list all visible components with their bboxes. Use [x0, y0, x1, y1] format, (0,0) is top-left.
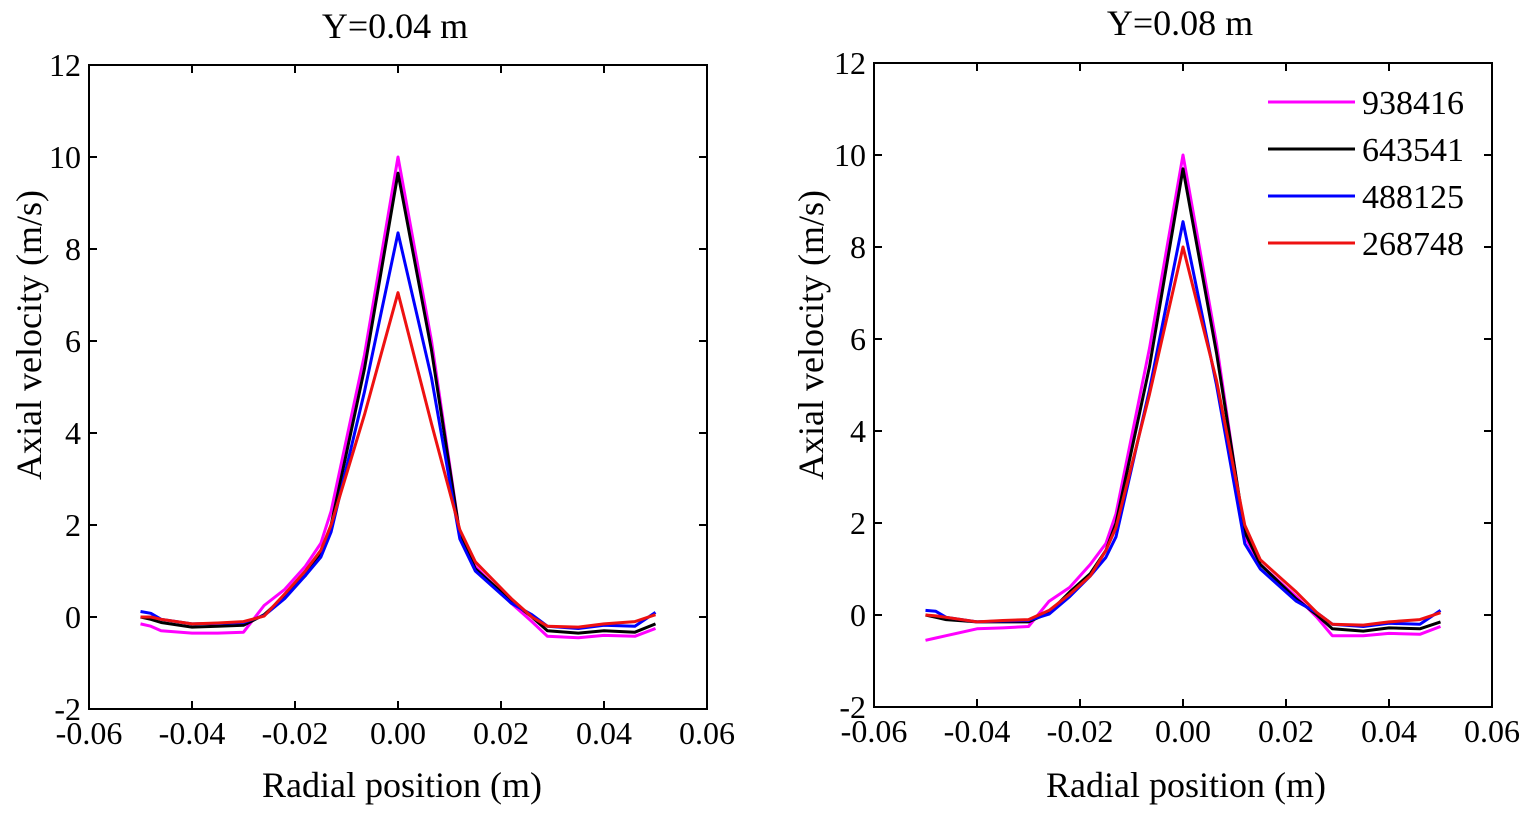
series-line-938416 [140, 155, 657, 640]
series-line-488125 [925, 220, 1442, 628]
x-tick-label: 0.06 [679, 715, 735, 751]
y-tick-label: 8 [850, 229, 866, 265]
x-tick-label: -0.02 [1047, 713, 1114, 749]
legend-label-268748: 268748 [1362, 226, 1464, 263]
axis-ticks: -0.06 -0.04 -0.02 0.00 0.02 0.04 0.06 -2 0 2 4 6 8 10… [834, 45, 1520, 749]
y-tick-label: 10 [834, 137, 866, 173]
x-tick-label: -0.02 [262, 715, 329, 751]
x-tick-label: -0.04 [159, 715, 226, 751]
x-tick-label: 0.02 [1258, 713, 1314, 749]
series-line-938416 [925, 153, 1442, 642]
y-tick-label: 12 [49, 47, 81, 83]
chart-panel-left: Y=0.04 m Axial velocity (m/s) Radial pos… [9, 6, 735, 805]
y-tick-label: 0 [850, 597, 866, 633]
x-tick-label: -0.04 [944, 713, 1011, 749]
series-group [140, 155, 657, 640]
chart-title: Y=0.04 m [322, 6, 468, 46]
y-tick-label: 10 [49, 139, 81, 175]
series-group [925, 153, 1442, 642]
y-tick-label: 2 [850, 505, 866, 541]
y-tick-label: 8 [65, 231, 81, 267]
axis-ticks: -0.06 -0.04 -0.02 0.00 0.02 0.04 0.06 -2 0 2 4 6 8 10… [49, 47, 735, 751]
y-axis-label: Axial velocity (m/s) [9, 190, 49, 480]
y-tick-label: -2 [54, 691, 81, 727]
plot-frame [873, 62, 1493, 708]
y-tick-label: -2 [839, 689, 866, 725]
x-tick-label: -0.06 [841, 713, 908, 749]
y-tick-label: 4 [850, 413, 866, 449]
series-line-643541 [140, 171, 657, 635]
x-tick-label: 0.00 [370, 715, 426, 751]
x-axis-label: Radial position (m) [1046, 765, 1326, 805]
series-line-268748 [140, 291, 656, 629]
x-tick-label: 0.02 [473, 715, 529, 751]
legend-label-643541: 643541 [1362, 132, 1464, 169]
legend-label-938416: 938416 [1362, 85, 1464, 122]
legend-label-488125: 488125 [1362, 179, 1464, 216]
x-tick-label: 0.04 [1361, 713, 1417, 749]
chart-title: Y=0.08 m [1107, 3, 1253, 43]
x-tick-label: 0.06 [1464, 713, 1520, 749]
x-tick-label: 0.00 [1155, 713, 1211, 749]
y-tick-label: 6 [65, 323, 81, 359]
y-tick-label: 12 [834, 45, 866, 81]
x-tick-label: 0.04 [576, 715, 632, 751]
series-line-268748 [925, 245, 1441, 627]
y-tick-label: 6 [850, 321, 866, 357]
y-tick-label: 0 [65, 599, 81, 635]
y-axis-label: Axial velocity (m/s) [791, 190, 831, 480]
legend: 938416 643541 488125 268748 [1268, 85, 1464, 263]
chart-panel-right: Y=0.08 m Axial velocity (m/s) Radial pos… [791, 3, 1520, 805]
y-tick-label: 2 [65, 507, 81, 543]
x-axis-label: Radial position (m) [262, 765, 542, 805]
x-tick-label: -0.06 [56, 715, 123, 751]
y-tick-label: 4 [65, 415, 81, 451]
plot-frame [88, 64, 708, 710]
